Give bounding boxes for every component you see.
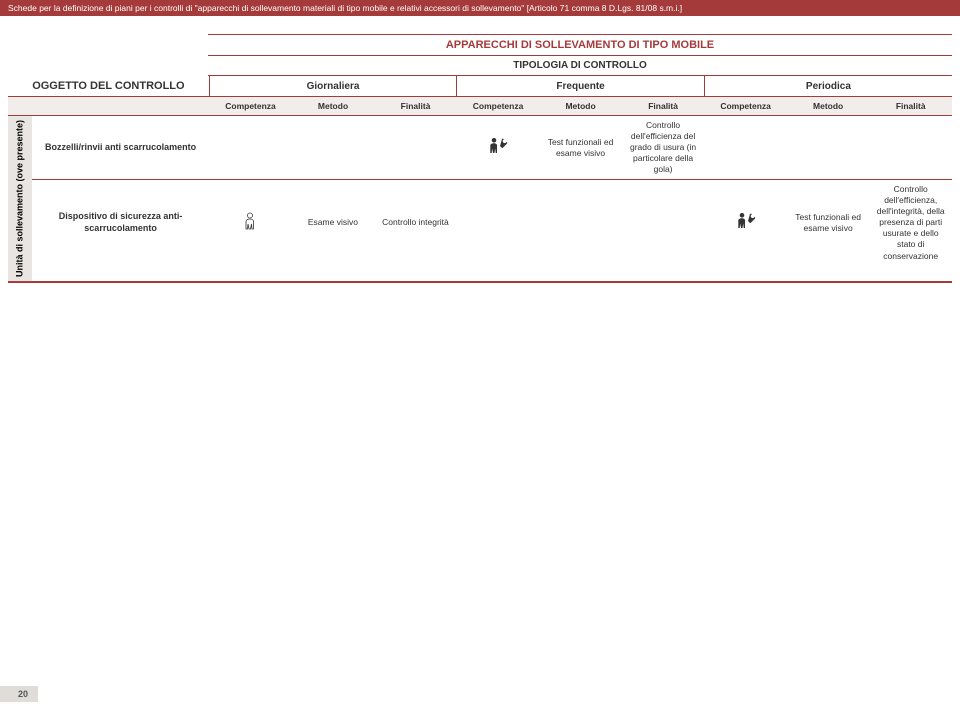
table-row: Dispositivo di sicurezza anti-scarrucola… bbox=[32, 180, 952, 266]
cell-f_comp bbox=[457, 116, 540, 180]
sub-p-fin: Finalità bbox=[869, 97, 952, 116]
cell-p_met: Test funzionali ed esame visivo bbox=[787, 180, 870, 266]
cell-g_met bbox=[292, 116, 375, 180]
oggetto-header: OGGETTO DEL CONTROLLO bbox=[8, 76, 209, 97]
sub-f-met: Metodo bbox=[539, 97, 622, 116]
person-wrench-icon bbox=[736, 211, 756, 231]
person-icon bbox=[241, 211, 259, 231]
cell-f_fin bbox=[622, 180, 705, 266]
sub-g-comp: Competenza bbox=[209, 97, 292, 116]
tipologia-label: TIPOLOGIA DI CONTROLLO bbox=[208, 56, 952, 76]
document-header-bar: Schede per la definizione di piani per i… bbox=[0, 0, 960, 16]
cell-f_met: Test funzionali ed esame visivo bbox=[539, 116, 622, 180]
table-row: Bozzelli/rinvii anti scarrucolamento Test… bbox=[32, 116, 952, 180]
header-reference: [Articolo 71 comma 8 D.Lgs. 81/08 s.m.i.… bbox=[527, 3, 682, 13]
cell-p_fin: Controllo dell'efficienza, dell'integrit… bbox=[869, 180, 952, 266]
header-title: Schede per la definizione di piani per i… bbox=[8, 3, 524, 13]
body-rows-table: Bozzelli/rinvii anti scarrucolamento Test… bbox=[32, 116, 952, 266]
cell-g_fin: Controllo integrità bbox=[374, 180, 457, 266]
group-frequente: Frequente bbox=[457, 76, 705, 97]
page-content: APPARECCHI DI SOLLEVAMENTO DI TIPO MOBIL… bbox=[0, 16, 960, 291]
sub-p-comp: Competenza bbox=[704, 97, 787, 116]
cell-p_comp bbox=[704, 116, 787, 180]
control-table: OGGETTO DEL CONTROLLO Giornaliera Freque… bbox=[8, 76, 952, 116]
sub-f-comp: Competenza bbox=[457, 97, 540, 116]
page-number: 20 bbox=[0, 686, 38, 702]
vertical-section-label: Unità di sollevamento (ove presente) bbox=[8, 116, 32, 281]
sub-g-met: Metodo bbox=[292, 97, 375, 116]
object-label: Dispositivo di sicurezza anti-scarrucola… bbox=[32, 180, 209, 266]
cell-g_comp bbox=[209, 116, 292, 180]
sub-p-met: Metodo bbox=[787, 97, 870, 116]
cell-f_fin: Controllo dell'efficienza del grado di u… bbox=[622, 116, 705, 180]
sub-g-fin: Finalità bbox=[374, 97, 457, 116]
cell-g_met: Esame visivo bbox=[292, 180, 375, 266]
group-giornaliera: Giornaliera bbox=[209, 76, 457, 97]
cell-f_met bbox=[539, 180, 622, 266]
subheader-blank bbox=[8, 97, 209, 116]
cell-p_fin bbox=[869, 116, 952, 180]
table-body-wrap: Unità di sollevamento (ove presente) Boz… bbox=[8, 116, 952, 283]
sub-f-fin: Finalità bbox=[622, 97, 705, 116]
cell-p_met bbox=[787, 116, 870, 180]
group-periodica: Periodica bbox=[704, 76, 952, 97]
table-main-title: APPARECCHI DI SOLLEVAMENTO DI TIPO MOBIL… bbox=[208, 34, 952, 56]
cell-f_comp bbox=[457, 180, 540, 266]
person-wrench-icon bbox=[488, 136, 508, 156]
cell-g_comp bbox=[209, 180, 292, 266]
group-header-row: OGGETTO DEL CONTROLLO Giornaliera Freque… bbox=[8, 76, 952, 97]
object-label: Bozzelli/rinvii anti scarrucolamento bbox=[32, 116, 209, 180]
cell-p_comp bbox=[704, 180, 787, 266]
cell-g_fin bbox=[374, 116, 457, 180]
sub-header-row: Competenza Metodo Finalità Competenza Me… bbox=[8, 97, 952, 116]
